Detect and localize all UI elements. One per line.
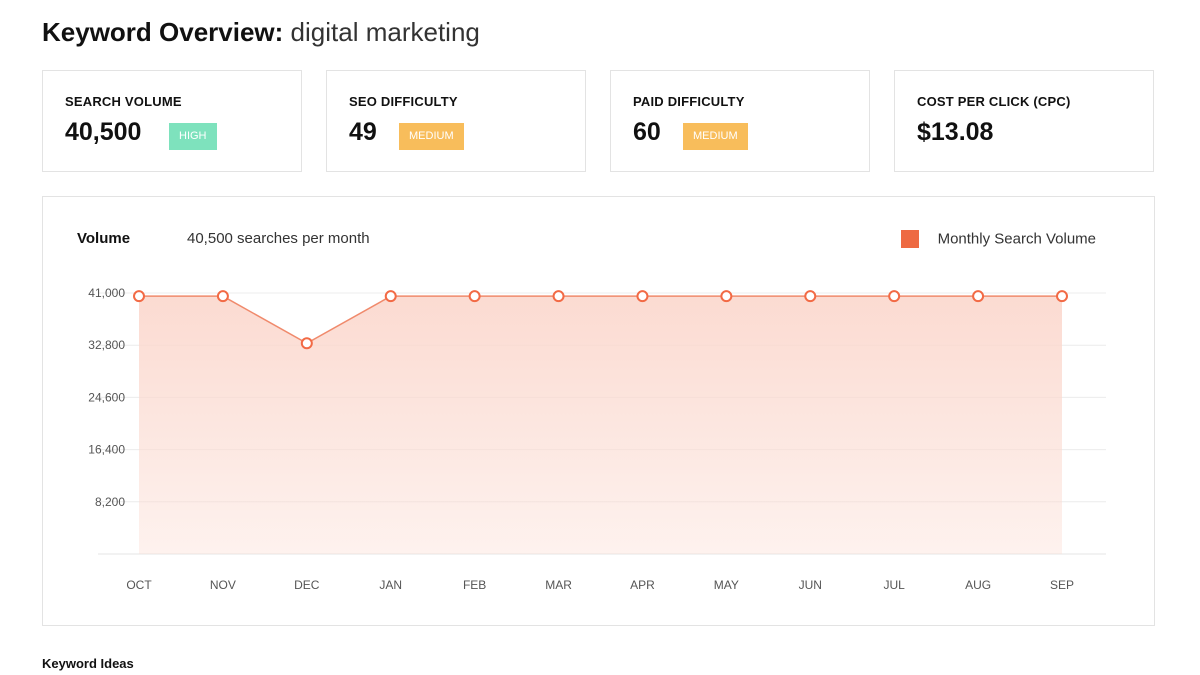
- status-badge: MEDIUM: [683, 123, 748, 150]
- y-tick-label: 32,800: [88, 338, 125, 352]
- page-title-keyword: digital marketing: [290, 17, 480, 47]
- legend-label: Monthly Search Volume: [937, 230, 1096, 248]
- page-title: Keyword Overview: digital marketing: [42, 14, 480, 50]
- data-point: [300, 337, 313, 350]
- card-value: 49: [349, 118, 377, 146]
- x-tick-label: JAN: [379, 578, 402, 592]
- card-label: COST PER CLICK (CPC): [917, 94, 1071, 109]
- card-value: $13.08: [917, 118, 994, 146]
- data-point: [468, 290, 481, 303]
- search-volume-card: SEARCH VOLUME 40,500 HIGH: [42, 70, 302, 172]
- metric-cards: SEARCH VOLUME 40,500 HIGH SEO DIFFICULTY…: [42, 70, 1155, 174]
- data-point: [384, 290, 397, 303]
- x-tick-label: JUL: [884, 578, 906, 592]
- data-point: [636, 290, 649, 303]
- seo-difficulty-card: SEO DIFFICULTY 49 MEDIUM: [326, 70, 586, 172]
- x-tick-label: NOV: [210, 578, 236, 592]
- x-tick-label: MAR: [545, 578, 572, 592]
- data-point: [216, 290, 229, 303]
- status-badge: MEDIUM: [399, 123, 464, 150]
- card-label: PAID DIFFICULTY: [633, 94, 745, 109]
- keyword-ideas-heading: Keyword Ideas: [42, 656, 134, 671]
- volume-chart: 8,200 16,400 24,600 32,800 41,000 OCT NOV DEC JA…: [88, 286, 1106, 592]
- cpc-card: COST PER CLICK (CPC) $13.08: [894, 70, 1154, 172]
- card-value: 40,500: [65, 118, 142, 146]
- x-tick-label: JUN: [799, 578, 822, 592]
- x-tick-label: SEP: [1050, 578, 1074, 592]
- y-tick-label: 16,400: [88, 443, 125, 457]
- data-point: [804, 290, 817, 303]
- chart-legend[interactable]: Monthly Search Volume: [901, 230, 1096, 250]
- series-area: [139, 296, 1062, 554]
- data-point: [552, 290, 565, 303]
- status-badge: HIGH: [169, 123, 217, 150]
- data-point: [972, 290, 985, 303]
- data-point: [720, 290, 733, 303]
- chart-subtitle: 40,500 searches per month: [187, 230, 370, 247]
- x-tick-label: DEC: [294, 578, 320, 592]
- x-tick-label: MAY: [714, 578, 739, 592]
- data-point: [133, 290, 145, 303]
- card-value: 60: [633, 118, 661, 146]
- volume-chart-panel: Volume 40,500 searches per month Monthly…: [42, 196, 1155, 626]
- y-tick-label: 24,600: [88, 390, 125, 404]
- x-tick-label: AUG: [965, 578, 991, 592]
- legend-swatch: [901, 230, 920, 248]
- data-point: [1056, 290, 1068, 303]
- x-tick-label: FEB: [463, 578, 486, 592]
- chart-title: Volume: [77, 230, 131, 247]
- x-tick-label: APR: [630, 578, 655, 592]
- page-title-prefix: Keyword Overview:: [42, 17, 284, 47]
- y-tick-label: 41,000: [88, 286, 125, 300]
- series-line: [139, 295, 1062, 345]
- card-label: SEO DIFFICULTY: [349, 94, 458, 109]
- paid-difficulty-card: PAID DIFFICULTY 60 MEDIUM: [610, 70, 870, 172]
- x-tick-label: OCT: [126, 578, 152, 592]
- data-point: [888, 290, 901, 303]
- card-label: SEARCH VOLUME: [65, 94, 182, 109]
- y-tick-label: 8,200: [95, 495, 125, 509]
